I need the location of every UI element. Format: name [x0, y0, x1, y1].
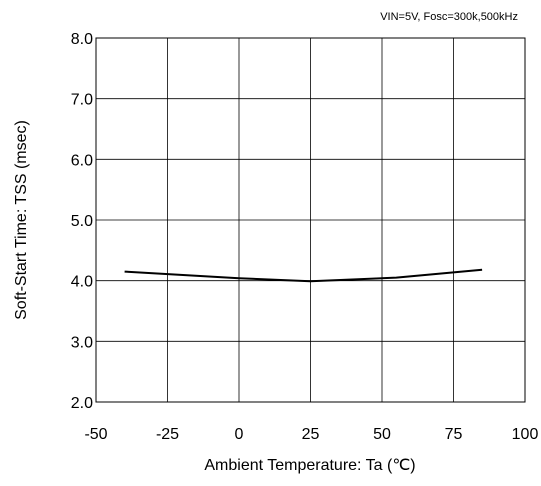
- x-tick-label: 25: [302, 426, 320, 443]
- y-tick-label: 3.0: [71, 334, 93, 351]
- x-axis-title: Ambient Temperature: Ta (℃): [204, 457, 415, 474]
- grid-layer: [95, 37, 526, 403]
- x-tick-label: 0: [235, 426, 244, 443]
- y-axis-title: Soft-Start Time: TSS (msec): [13, 120, 30, 320]
- x-tick-label: 75: [445, 426, 463, 443]
- series-line-0: [124, 268, 483, 283]
- y-tick-label: 7.0: [71, 92, 93, 109]
- series-layer: [124, 268, 483, 283]
- x-tick-labels: -50 -25 0 25 50 75 100: [84, 426, 538, 443]
- test-conditions-annotation: VIN=5V, Fosc=300k,500kHz: [380, 11, 518, 23]
- x-tick-label: 50: [373, 426, 391, 443]
- y-tick-label: 8.0: [71, 31, 93, 48]
- x-tick-label: -50: [84, 426, 107, 443]
- y-tick-label: 4.0: [71, 274, 93, 291]
- x-tick-label: -25: [156, 426, 179, 443]
- y-tick-label: 6.0: [71, 152, 93, 169]
- plot-frame: [95, 37, 526, 403]
- x-tick-label: 100: [512, 426, 539, 443]
- y-tick-label: 5.0: [71, 213, 93, 230]
- y-tick-label: 2.0: [71, 395, 93, 412]
- y-tick-labels: 2.0 3.0 4.0 5.0 6.0 7.0 8.0: [71, 31, 93, 412]
